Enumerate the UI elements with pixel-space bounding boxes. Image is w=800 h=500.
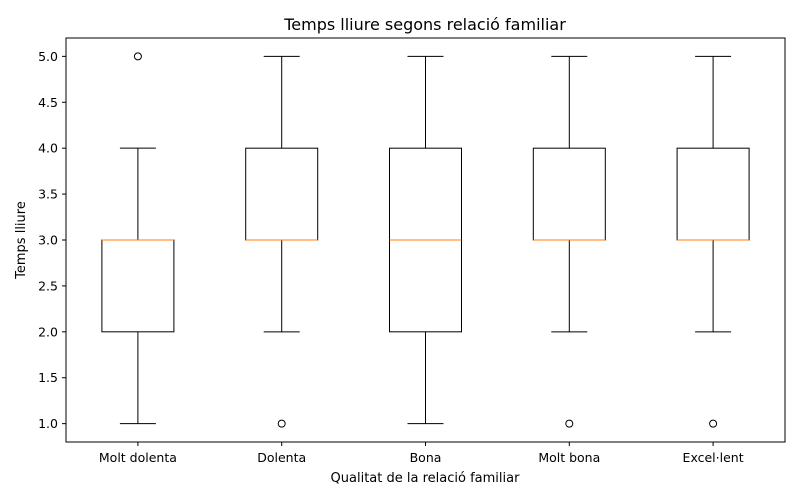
x-tick-label: Bona <box>410 450 442 465</box>
plot-frame <box>65 37 786 443</box>
outlier-point <box>709 419 718 428</box>
y-tick-label: 2.0 <box>38 324 58 339</box>
y-tick-label: 3.5 <box>38 187 58 202</box>
y-tick-label: 1.5 <box>38 370 58 385</box>
plot-area: 1.0 1.5 2.0 2.5 3.0 3.5 4.0 4.5 5.0 Molt dolenta D… <box>38 49 750 465</box>
y-tick-label: 2.5 <box>38 278 58 293</box>
x-tick-label: Dolenta <box>257 450 306 465</box>
y-tick-label: 1.0 <box>38 416 58 431</box>
x-tick-label: Molt dolenta <box>99 450 177 465</box>
x-axis-label: Qualitat de la relació familiar <box>331 471 521 486</box>
y-tick-label: 5.0 <box>38 49 58 64</box>
x-tick-label: Molt bona <box>538 450 600 465</box>
chart-title: Temps lliure segons relació familiar <box>283 15 566 34</box>
outlier-point <box>277 419 286 428</box>
y-tick-label: 3.0 <box>38 233 58 248</box>
y-axis-label: Temps lliure <box>14 201 29 280</box>
y-tick-label: 4.5 <box>38 95 58 110</box>
y-tick-label: 4.0 <box>38 141 58 156</box>
outlier-point <box>133 52 142 61</box>
x-tick-label: Excel·lent <box>683 450 744 465</box>
outlier-point <box>565 419 574 428</box>
